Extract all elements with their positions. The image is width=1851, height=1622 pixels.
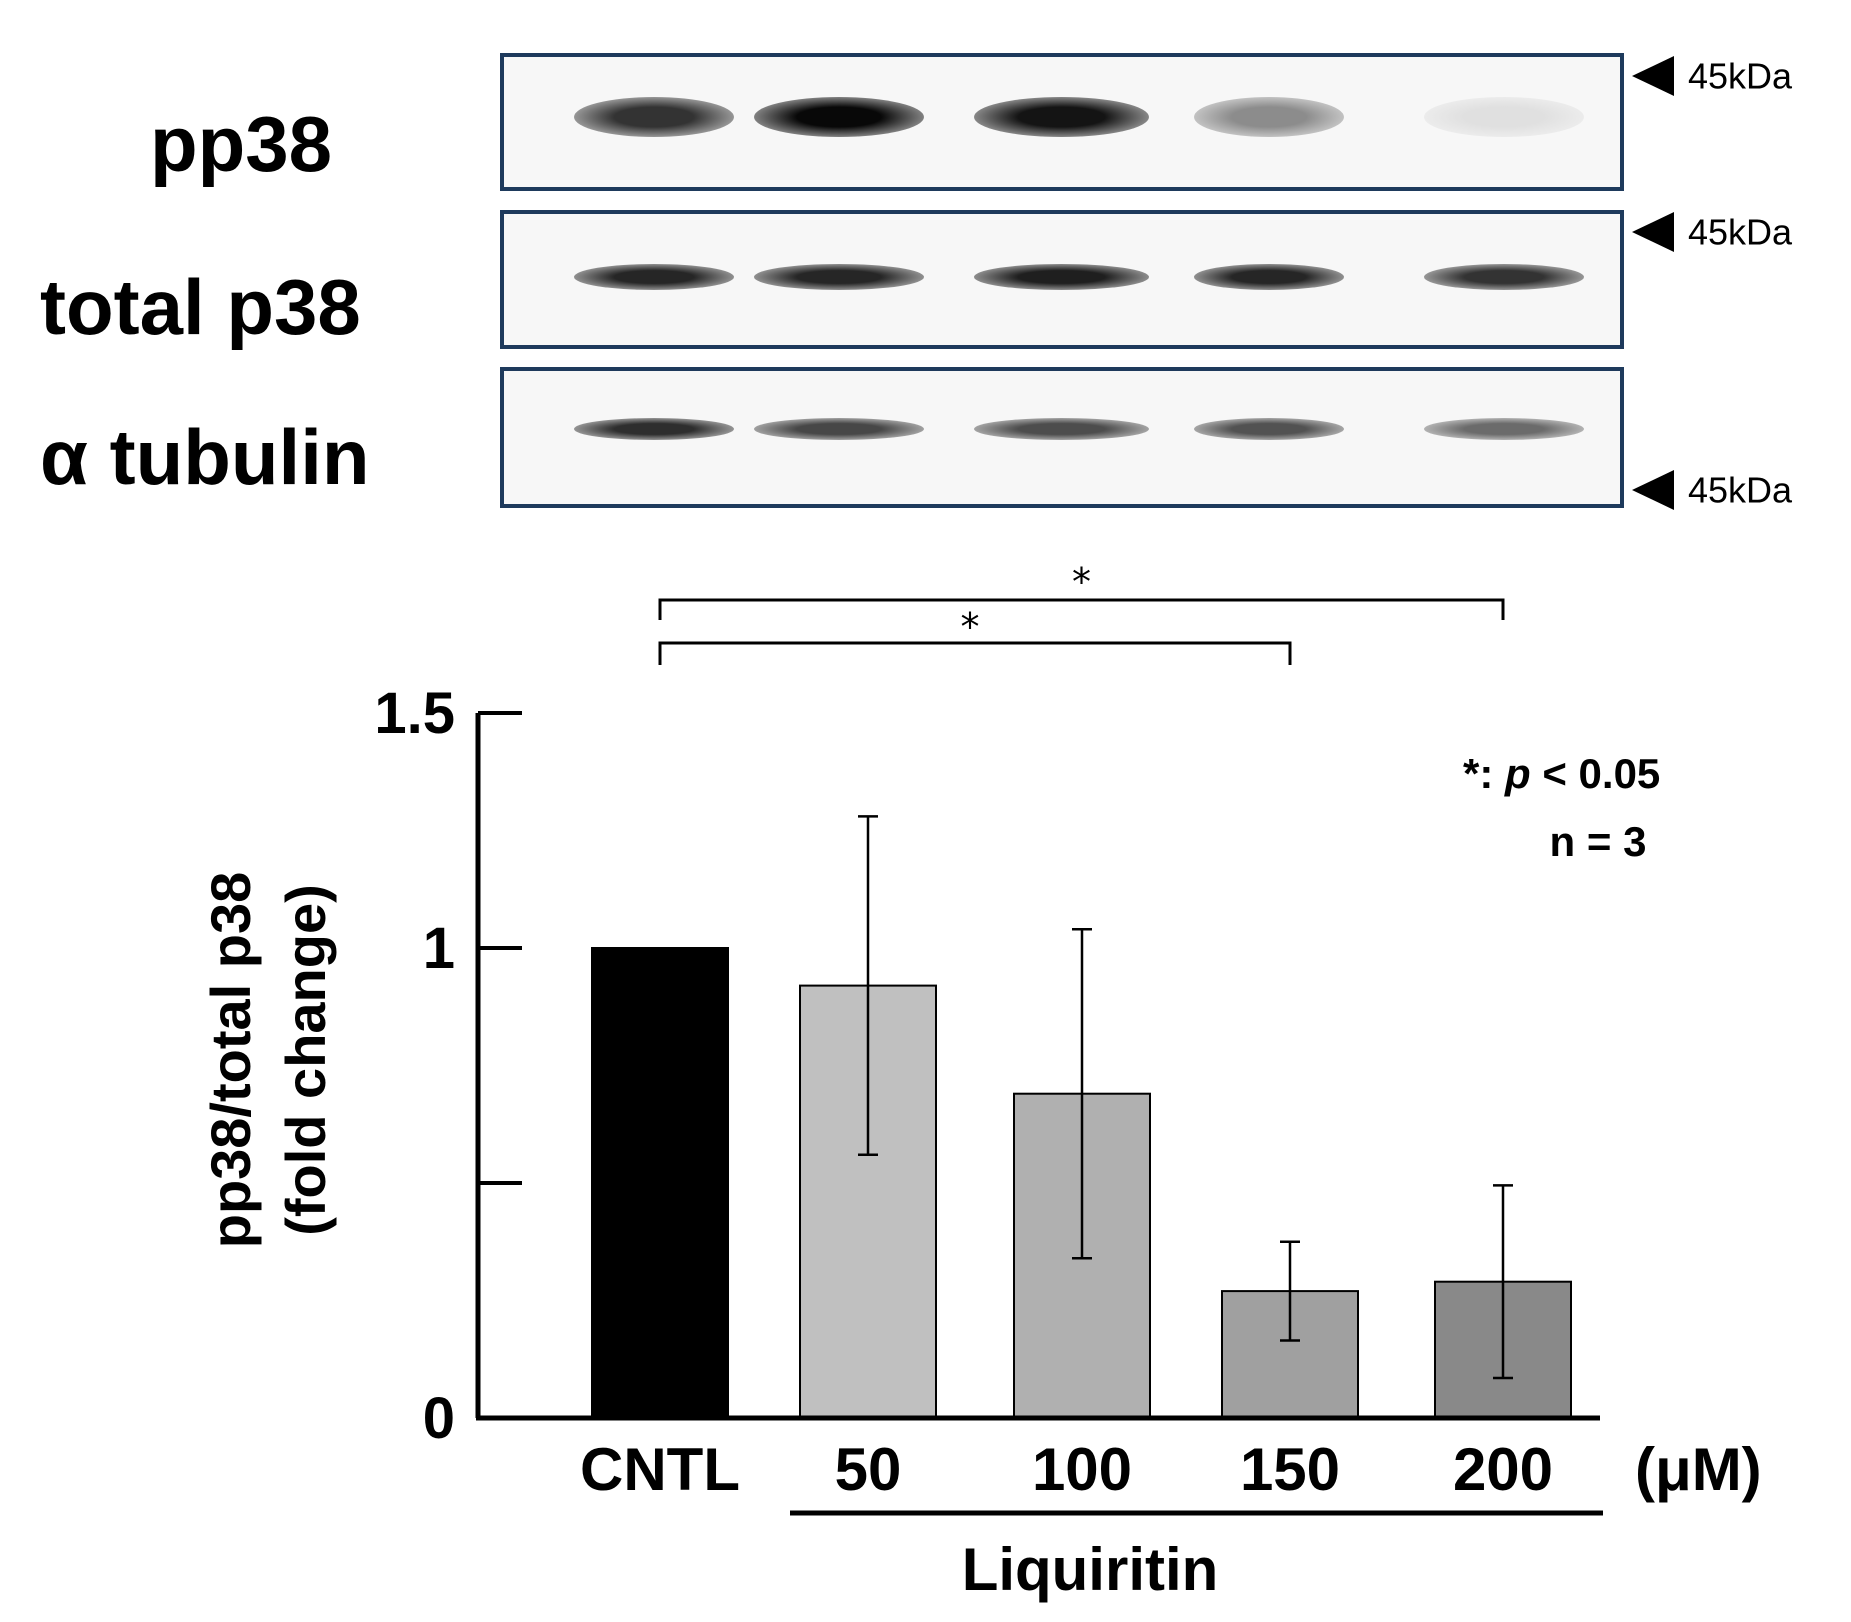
group-label: Liquiritin	[962, 1536, 1219, 1603]
blot-band	[574, 97, 734, 137]
blot-band	[1424, 264, 1584, 290]
y-axis-label-line2: (fold change)	[274, 884, 337, 1236]
significance-star: *	[1072, 560, 1091, 604]
marker-pp38: 45kDa	[1632, 55, 1793, 97]
blot-band	[1424, 97, 1584, 137]
significance-bracket	[658, 641, 1292, 665]
y-tick-label: 0	[423, 1386, 455, 1451]
blot-band	[1194, 264, 1344, 290]
blot-strip-total-p38	[500, 210, 1624, 349]
x-tick-label: 150	[1240, 1436, 1340, 1503]
y-axis-label-line1: pp38/total p38	[199, 872, 262, 1249]
blot-label-alpha-tubulin: α tubulin	[40, 413, 370, 501]
blot-label-total-p38: total p38	[40, 263, 361, 351]
x-tick-label: CNTL	[580, 1436, 740, 1503]
blot-band	[974, 264, 1149, 290]
blot-band	[754, 418, 924, 440]
marker-alpha-tubulin: 45kDa	[1632, 469, 1793, 511]
blot-band	[574, 418, 734, 440]
blot-label-pp38: pp38	[150, 100, 333, 188]
y-tick-label: 1.5	[374, 681, 455, 746]
blot-band	[754, 97, 924, 137]
marker-label: 45kDa	[1688, 211, 1793, 253]
x-tick-label: 50	[835, 1436, 902, 1503]
blot-strip-pp38	[500, 53, 1624, 191]
marker-label: 45kDa	[1688, 55, 1793, 97]
marker-arrow-icon	[1632, 470, 1674, 511]
stats-legend-line1: *: p < 0.05	[1463, 750, 1660, 797]
blot-strip-alpha-tubulin	[500, 367, 1624, 508]
y-tick-label: 1	[423, 916, 455, 981]
significance-star: *	[961, 605, 980, 649]
blot-band	[754, 264, 924, 290]
marker-arrow-icon	[1632, 212, 1674, 253]
significance-bracket	[658, 598, 1505, 620]
bar-CNTL	[591, 947, 729, 1419]
blot-band	[1194, 418, 1344, 440]
blot-band	[1424, 418, 1584, 440]
blot-band	[574, 264, 734, 290]
marker-arrow-icon	[1632, 56, 1674, 97]
blot-band	[974, 97, 1149, 137]
blot-band	[974, 418, 1149, 440]
marker-total-p38: 45kDa	[1632, 211, 1793, 253]
marker-label: 45kDa	[1688, 469, 1793, 511]
x-tick-label: 200	[1453, 1436, 1553, 1503]
unit-label: (μM)	[1635, 1436, 1762, 1503]
x-tick-label: 100	[1032, 1436, 1132, 1503]
stats-legend-line2: n = 3	[1550, 818, 1647, 865]
blot-band	[1194, 97, 1344, 137]
